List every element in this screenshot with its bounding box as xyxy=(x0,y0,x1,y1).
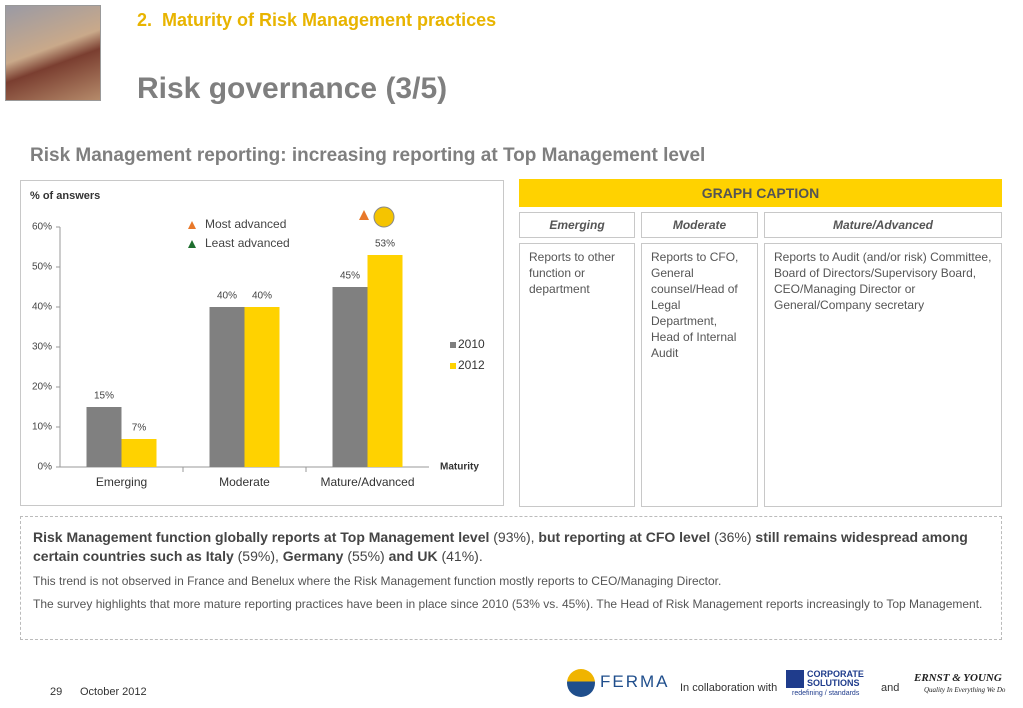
summary-box: Risk Management function globally report… xyxy=(20,516,1002,640)
bar xyxy=(332,287,368,467)
y-tick-label: 30% xyxy=(32,342,52,353)
corporate-tagline: redefining / standards xyxy=(792,690,860,697)
slide-title: Risk governance (3/5) xyxy=(137,72,448,105)
ey-logo: ERNST & YOUNG xyxy=(914,672,1002,684)
date: October 2012 xyxy=(80,686,147,698)
text-run: and UK xyxy=(388,548,438,564)
caption-text: Reports to CFO, General counsel/Head of … xyxy=(641,243,758,507)
value-label: 7% xyxy=(132,423,147,434)
caption-heading: Moderate xyxy=(641,212,758,238)
axa-icon xyxy=(786,670,804,688)
ey-tagline: Quality In Everything We Do xyxy=(924,686,1006,694)
text-run: (93%), xyxy=(489,529,539,545)
caption-heading: Emerging xyxy=(519,212,635,238)
text-run: (41%). xyxy=(437,548,483,564)
value-label: 53% xyxy=(375,239,395,250)
caption-text: Reports to Audit (and/or risk) Committee… xyxy=(764,243,1002,507)
x-axis-title: Maturity xyxy=(440,462,479,473)
chart-border xyxy=(20,180,504,506)
value-label: 45% xyxy=(340,271,360,282)
y-tick-label: 10% xyxy=(32,422,52,433)
triangle-icon xyxy=(188,240,196,248)
bar xyxy=(367,255,403,467)
annotation: Least advanced xyxy=(205,236,290,250)
triangle-icon xyxy=(359,210,369,220)
ferma-logo: FERMA xyxy=(600,672,670,691)
x-tick-label: Emerging xyxy=(96,475,147,489)
legend-label: 2012 xyxy=(458,358,485,372)
triangle-icon xyxy=(188,221,196,229)
and: and xyxy=(881,682,900,694)
text-run: Germany xyxy=(282,548,344,564)
page-number: 29 xyxy=(50,686,63,698)
text-run: (59%), xyxy=(233,548,283,564)
legend-swatch xyxy=(450,342,456,348)
collaboration: In collaboration with xyxy=(680,682,778,694)
y-tick-label: 60% xyxy=(32,222,52,233)
caption-text: Reports to other function or department xyxy=(519,243,635,507)
subtitle: Risk Management reporting: increasing re… xyxy=(30,145,706,166)
bar xyxy=(86,407,122,467)
x-tick-label: Mature/Advanced xyxy=(320,475,414,489)
chart: % of answers Maturity Most advanced Leas… xyxy=(20,180,504,506)
paragraph: The survey highlights that more mature r… xyxy=(33,596,989,612)
bar xyxy=(244,307,280,467)
text-run: The survey highlights that more mature r… xyxy=(33,597,983,611)
y-tick-label: 40% xyxy=(32,302,52,313)
bar xyxy=(121,439,157,467)
text-run: still remains widespread among certain c… xyxy=(33,529,972,564)
flag-icon xyxy=(373,206,395,228)
y-tick-label: 20% xyxy=(32,382,52,393)
section-title: 2. Maturity of Risk Management practices xyxy=(137,10,497,30)
x-tick-label: Moderate xyxy=(219,475,270,489)
thumbnail xyxy=(5,5,101,101)
y-tick-label: 0% xyxy=(38,462,53,473)
text-run: but reporting at CFO level xyxy=(538,529,711,545)
y-axis-title: % of answers xyxy=(30,190,100,202)
corporate-logo: CORPORATE SOLUTIONS xyxy=(807,669,864,688)
annotation: Most advanced xyxy=(205,217,286,231)
caption-heading: Mature/Advanced xyxy=(764,212,1002,238)
legend-label: 2010 xyxy=(458,337,485,351)
text-run: Risk Management function globally report… xyxy=(33,529,490,545)
paragraph: Risk Management function globally report… xyxy=(33,528,989,566)
legend-swatch xyxy=(450,363,456,369)
y-tick-label: 50% xyxy=(32,262,52,273)
paragraph: This trend is not observed in France and… xyxy=(33,573,989,589)
bar xyxy=(209,307,245,467)
text-run: (36%) xyxy=(710,529,756,545)
text-run: (55%) xyxy=(343,548,389,564)
caption-title: GRAPH CAPTION xyxy=(519,179,1002,207)
text-run: This trend is not observed in France and… xyxy=(33,574,722,588)
value-label: 40% xyxy=(252,291,272,302)
value-label: 15% xyxy=(94,391,114,402)
ferma-icon xyxy=(567,669,595,697)
value-label: 40% xyxy=(217,291,237,302)
